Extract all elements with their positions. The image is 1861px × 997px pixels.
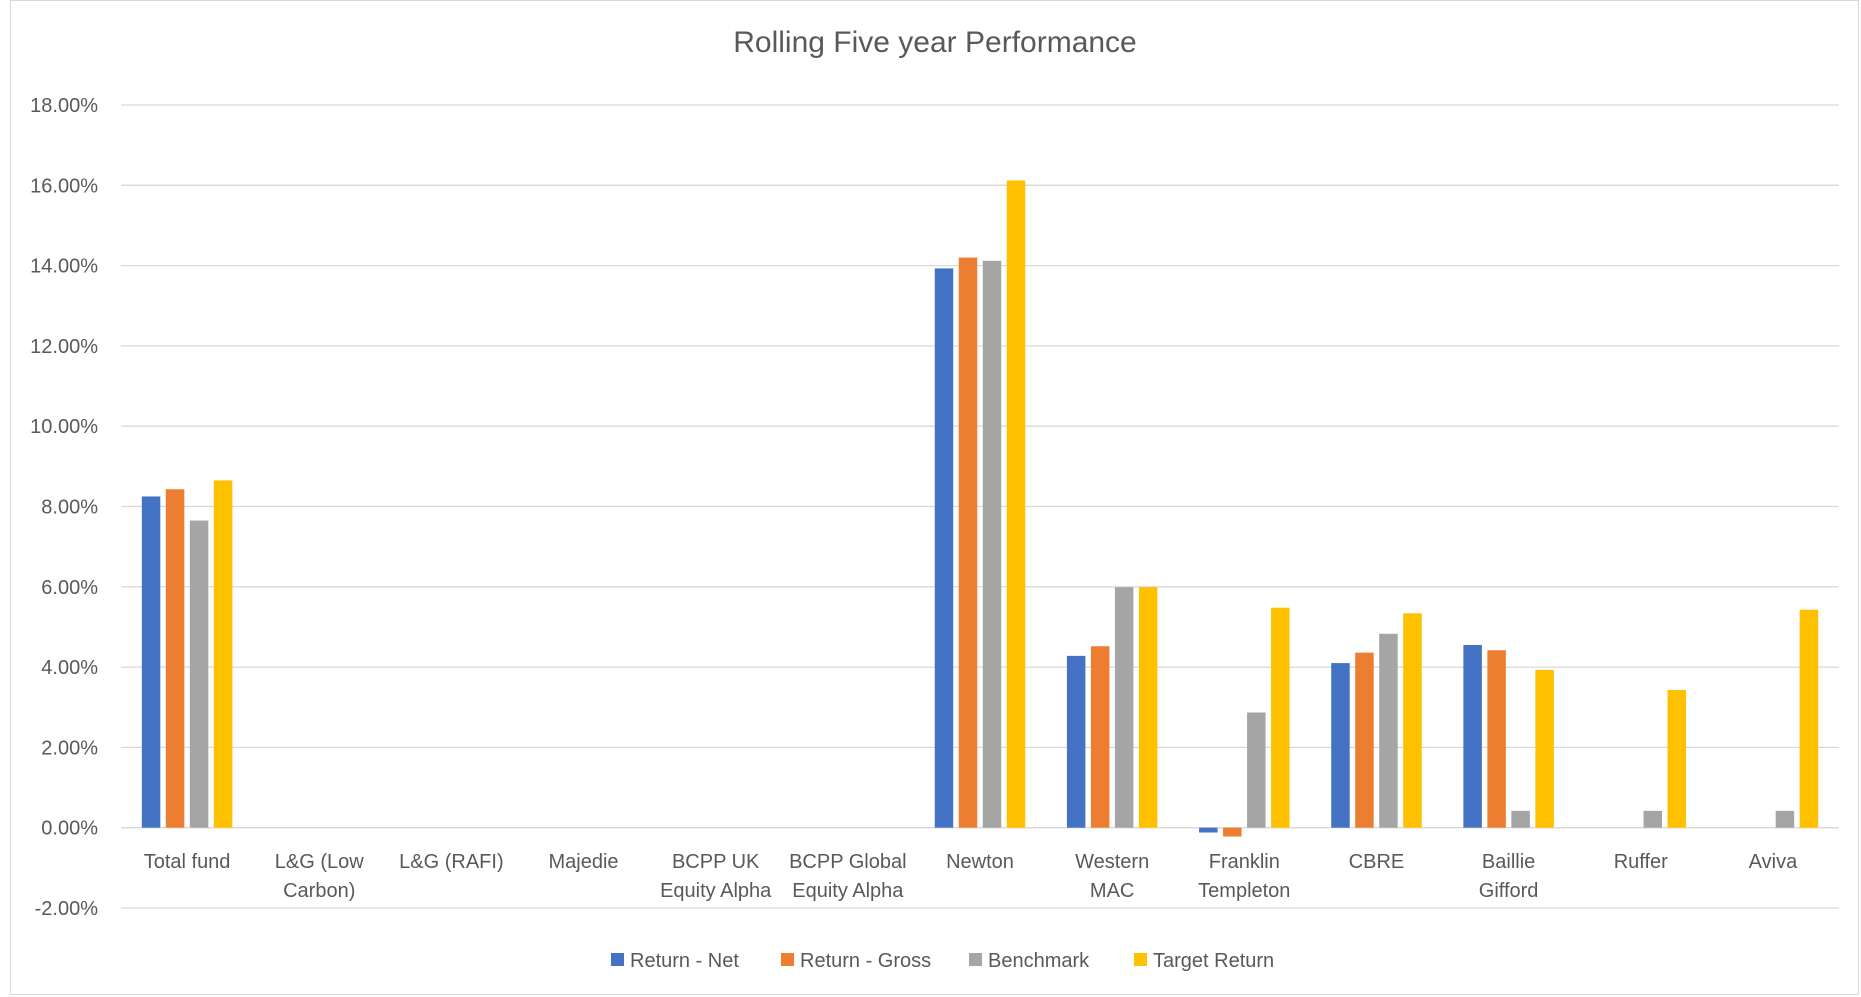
bar — [1007, 180, 1026, 827]
y-tick-label: 4.00% — [41, 657, 98, 679]
bar — [1247, 712, 1266, 827]
bar — [983, 261, 1002, 828]
category-label: Carbon) — [283, 880, 355, 902]
bar — [190, 521, 209, 828]
y-tick-label: 12.00% — [30, 336, 98, 358]
category-label: L&G (RAFI) — [399, 851, 503, 873]
category-label: BCPP Global — [789, 851, 906, 873]
category-label: Franklin — [1209, 851, 1280, 873]
category-label: Baillie — [1482, 851, 1535, 873]
legend-swatch — [1134, 953, 1147, 966]
category-label: Newton — [946, 851, 1014, 873]
bar — [214, 480, 233, 827]
category-label: MAC — [1090, 880, 1134, 902]
chart-svg: Rolling Five year Performance -2.00% 0.00… — [11, 1, 1860, 996]
bar — [142, 496, 161, 827]
bar — [1800, 610, 1819, 828]
legend-swatch — [781, 953, 794, 966]
bar — [1776, 811, 1795, 828]
y-tick-label: -2.00% — [35, 898, 99, 920]
chart-frame: Rolling Five year Performance -2.00% 0.00… — [10, 0, 1859, 995]
bar — [1199, 828, 1218, 833]
legend-item: Return - Net — [611, 950, 739, 972]
legend-swatch — [969, 953, 982, 966]
category-label: Gifford — [1479, 880, 1539, 902]
category-label: CBRE — [1349, 851, 1405, 873]
legend: Return - Net Return - Gross Benchmark Targe… — [611, 950, 1274, 972]
y-tick-label: 16.00% — [30, 175, 98, 197]
category-label: Western — [1075, 851, 1149, 873]
category-label: Templeton — [1198, 880, 1290, 902]
bar — [1331, 663, 1350, 828]
category-label: Majedie — [549, 851, 619, 873]
bar — [1115, 587, 1134, 827]
bar — [1139, 587, 1158, 827]
bar — [1644, 811, 1663, 828]
y-tick-label: 14.00% — [30, 256, 98, 278]
bar — [959, 258, 978, 828]
category-label: BCPP UK — [672, 851, 760, 873]
y-tick-label: 18.00% — [30, 95, 98, 117]
legend-item: Benchmark — [969, 950, 1090, 972]
category-label: Equity Alpha — [660, 880, 772, 902]
legend-label: Target Return — [1153, 950, 1274, 972]
bar — [1223, 828, 1242, 837]
legend-item: Target Return — [1134, 950, 1274, 972]
bar — [1355, 653, 1374, 828]
category-label: Ruffer — [1614, 851, 1668, 873]
bar — [1668, 690, 1687, 828]
category-label: Equity Alpha — [792, 880, 904, 902]
bars — [142, 180, 1818, 836]
category-labels: Total fund L&G (Low Carbon) L&G (RAFI) Majed… — [144, 851, 1798, 902]
legend-label: Return - Gross — [800, 950, 931, 972]
bar — [166, 489, 185, 827]
y-tick-label: 10.00% — [30, 416, 98, 438]
y-tick-label: 6.00% — [41, 577, 98, 599]
y-axis-ticks: -2.00% 0.00% 2.00% 4.00% 6.00% 8.00% 10.00% 12.… — [30, 95, 98, 920]
bar — [1511, 811, 1530, 828]
category-label: Aviva — [1749, 851, 1798, 873]
bar — [1379, 634, 1398, 828]
bar — [1535, 670, 1554, 828]
category-label: L&G (Low — [275, 851, 364, 873]
legend-item: Return - Gross — [781, 950, 931, 972]
y-tick-label: 0.00% — [41, 818, 98, 840]
bar — [1487, 650, 1506, 827]
legend-label: Benchmark — [988, 950, 1090, 972]
bar — [1067, 656, 1086, 828]
bar — [1403, 613, 1422, 827]
bar — [1271, 608, 1290, 828]
bar — [935, 268, 954, 827]
y-tick-label: 8.00% — [41, 497, 98, 519]
bar — [1463, 645, 1482, 828]
legend-label: Return - Net — [630, 950, 739, 972]
category-label: Total fund — [144, 851, 231, 873]
legend-swatch — [611, 953, 624, 966]
gridlines — [121, 105, 1839, 908]
chart-title: Rolling Five year Performance — [733, 26, 1137, 59]
y-tick-label: 2.00% — [41, 737, 98, 759]
bar — [1091, 646, 1110, 827]
